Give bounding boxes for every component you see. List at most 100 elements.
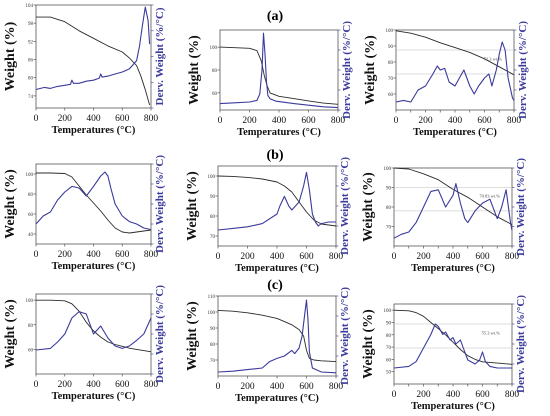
x-tick-label: 800 xyxy=(507,116,522,126)
chart-panel-a3: 0 200 400 600 800 60 70 80 90 100 72.3 wt.% Tempera… xyxy=(363,21,529,138)
y-tick-label: 100 xyxy=(26,173,34,178)
y-tick-label: 90 xyxy=(388,45,394,50)
y-tick-label: 50 xyxy=(386,371,392,376)
weight-annotation: 72.3 wt.% xyxy=(484,56,503,61)
derivative-line xyxy=(217,171,336,231)
y-tick-label: 100 xyxy=(208,311,216,316)
y-tick-label: 40 xyxy=(28,233,34,238)
x-tick-label: 200 xyxy=(416,390,431,400)
y-tick-label: 60 xyxy=(212,92,218,97)
y2-axis-title: Derv. Weight (%/°C) xyxy=(515,295,527,393)
x-tick-label: 200 xyxy=(58,250,73,260)
y-tick-label: 86 xyxy=(28,59,34,64)
x-tick-label: 600 xyxy=(477,116,492,126)
y-tick-label: 104 xyxy=(26,4,34,9)
x-tick-label: 800 xyxy=(331,116,346,126)
derivative-line xyxy=(35,6,151,91)
y-axis-title: Weight (%) xyxy=(361,309,376,379)
weight-line xyxy=(36,172,152,234)
derivative-line xyxy=(393,183,513,239)
weight-line xyxy=(393,167,513,225)
y-tick-label: 60 xyxy=(28,213,34,218)
x-tick-label: 0 xyxy=(392,252,397,262)
x-tick-label: 200 xyxy=(58,114,73,124)
x-tick-label: 0 xyxy=(216,252,221,262)
y2-axis-title: Derv. Weight (%/°C) xyxy=(339,287,351,385)
chart-panel-c1: 0 200 400 600 800 60 80 100 Temperatures (°C) Wei… xyxy=(3,285,166,402)
y-tick-label: 74 xyxy=(28,95,34,100)
x-tick-label: 400 xyxy=(446,252,461,262)
y-tick-label: 92 xyxy=(28,40,34,45)
weight-line xyxy=(217,309,337,363)
x-tick-label: 800 xyxy=(329,252,344,262)
y-tick-label: 90 xyxy=(386,187,392,192)
chart-panel-c3: 0 200 400 600 800 50 60 70 80 90 100 55.3 wt.% Tempe… xyxy=(361,295,527,412)
y2-axis-title: Derv. Weight (%/°C) xyxy=(154,7,166,105)
y-tick-label: 90 xyxy=(210,327,216,332)
y-tick-label: 80 xyxy=(28,324,34,329)
x-tick-label: 600 xyxy=(301,116,316,126)
y-axis-title: Weight (%) xyxy=(187,35,202,105)
y-tick-label: 100 xyxy=(384,167,392,172)
x-tick-label: 800 xyxy=(144,380,159,390)
x-tick-label: 0 xyxy=(34,380,39,390)
plot-frame xyxy=(217,165,337,247)
plot-frame xyxy=(393,167,513,247)
x-tick-label: 0 xyxy=(394,116,399,126)
y-tick-label: 98 xyxy=(28,22,34,27)
y-tick-label: 70 xyxy=(386,226,392,231)
x-axis-title: Temperatures (°C) xyxy=(52,125,136,136)
y-axis-title: Weight (%) xyxy=(361,172,376,242)
chart-panel-b3: 0 200 400 600 800 70 80 90 100 70.83 wt.% Temperat… xyxy=(361,158,527,274)
x-tick-label: 600 xyxy=(115,380,130,390)
y-axis-title: Weight (%) xyxy=(3,21,18,91)
y-tick-label: 80 xyxy=(210,215,216,220)
y-tick-label: 70 xyxy=(210,359,216,364)
chart-panel-c2: 0 200 400 600 800 70 80 90 100 110 Temperatures (°… xyxy=(185,287,351,404)
row-label-a: (a) xyxy=(267,9,284,24)
y-tick-label: 60 xyxy=(388,93,394,98)
y-tick-label: 80 xyxy=(28,193,34,198)
y2-axis-title: Derv. Weight (%/°C) xyxy=(515,158,527,256)
x-axis-title: Temperatures (°C) xyxy=(235,393,319,404)
plot-frame xyxy=(219,29,339,111)
x-tick-label: 400 xyxy=(270,252,285,262)
x-tick-label: 800 xyxy=(505,252,520,262)
derivative-line xyxy=(217,299,337,374)
x-axis-title: Temperatures (°C) xyxy=(413,127,497,138)
y-tick-label: 70 xyxy=(388,77,394,82)
y-axis-title: Weight (%) xyxy=(3,169,18,239)
chart-panel-a2: 0 200 400 600 800 60 80 100 Temperatures (°C) Wei… xyxy=(187,21,353,138)
x-tick-label: 600 xyxy=(299,252,314,262)
x-axis-title: Temperatures (°C) xyxy=(52,261,136,272)
x-tick-label: 0 xyxy=(218,116,223,126)
y-tick-label: 70 xyxy=(386,346,392,351)
x-tick-label: 800 xyxy=(505,390,520,400)
x-tick-label: 400 xyxy=(448,116,463,126)
weight-annotation: 55.3 wt.% xyxy=(482,330,501,335)
y2-axis-title: Derv. Weight (%/°C) xyxy=(341,21,353,119)
x-axis-title: Temperatures (°C) xyxy=(411,401,495,411)
row-label-c: (c) xyxy=(267,278,283,293)
y-axis-title: Weight (%) xyxy=(185,171,200,241)
x-axis-title: Temperatures (°C) xyxy=(52,391,136,402)
y-tick-label: 100 xyxy=(384,309,392,314)
y-tick-label: 90 xyxy=(210,195,216,200)
x-tick-label: 0 xyxy=(34,250,39,260)
x-tick-label: 600 xyxy=(115,114,130,124)
x-tick-label: 400 xyxy=(86,114,101,124)
weight-line xyxy=(217,175,337,227)
y-tick-label: 90 xyxy=(386,321,392,326)
weight-line xyxy=(36,299,152,353)
weight-line xyxy=(36,16,151,106)
y-axis-title: Weight (%) xyxy=(185,301,200,371)
y-tick-label: 100 xyxy=(26,299,34,304)
x-axis-title: Temperatures (°C) xyxy=(235,263,319,274)
x-tick-label: 400 xyxy=(86,250,101,260)
y-tick-label: 100 xyxy=(386,29,394,34)
plot-frame xyxy=(217,295,337,377)
y2-axis-title: Derv. Weight (%/°C) xyxy=(154,285,166,383)
x-tick-label: 600 xyxy=(299,382,314,392)
